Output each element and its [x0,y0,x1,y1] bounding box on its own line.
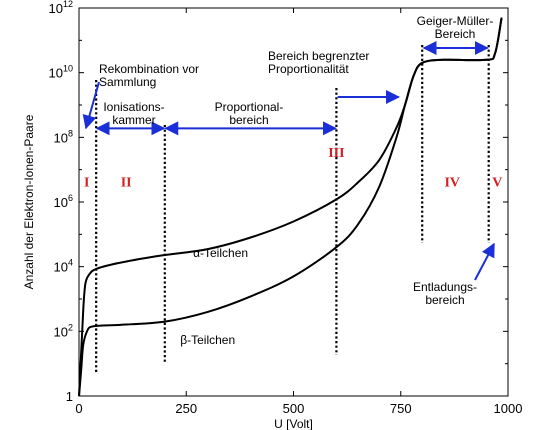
y-tick-label: 106 [54,193,73,210]
annotation-text: bereich [425,293,464,307]
region-label: II [121,176,132,191]
annotation-text: Proportional- [215,100,284,114]
region-label: IV [444,176,460,191]
annotation-text: kammer [112,113,155,127]
y-tick-label: 1010 [49,64,73,81]
x-tick-label: 500 [283,401,305,416]
y-tick-label: 1012 [49,0,73,16]
region-label: V [492,176,502,191]
curves [78,17,503,397]
annotation-text: Geiger-Müller- [417,14,494,28]
annotation-text: Proportionalität [268,62,349,76]
x-tick-label: 250 [175,401,197,416]
range-arrow [474,242,495,281]
annotations: U [Volt] Anzahl der Elektron-Ionen-Paare R… [22,14,502,430]
region-label: III [328,146,344,161]
range-arrows [82,41,495,281]
y-tick-label: 104 [54,258,73,275]
region-boundaries [95,45,490,372]
y-tick-label: 1 [66,389,73,404]
annotation-text: Rekombination vor [99,62,199,76]
annotation-text: Entladungs- [413,280,477,294]
x-tick-label: 1000 [494,401,523,416]
region-label: I [84,176,89,191]
series-line [78,17,503,397]
axis-ticks: 0 250 500 750 1000 1 102 104 106 108 1010 1012 [49,0,523,416]
curve-label: α-Teilchen [193,246,248,260]
y-tick-label: 108 [54,128,73,145]
y-tick-label: 102 [54,322,73,339]
annotation-text: bereich [229,113,268,127]
curve-label: β-Teilchen [180,333,235,347]
y-axis-title: Anzahl der Elektron-Ionen-Paare [22,114,36,289]
annotation-text: Ionisations- [103,100,164,114]
x-tick-label: 750 [390,401,412,416]
annotation-text: Bereich begrenzter [268,49,369,63]
annotation-text: Bereich [435,27,476,41]
range-arrow [82,81,100,130]
x-tick-label: 0 [75,401,82,416]
annotation-text: Sammlung [99,75,156,89]
x-axis-title: U [Volt] [274,417,313,430]
